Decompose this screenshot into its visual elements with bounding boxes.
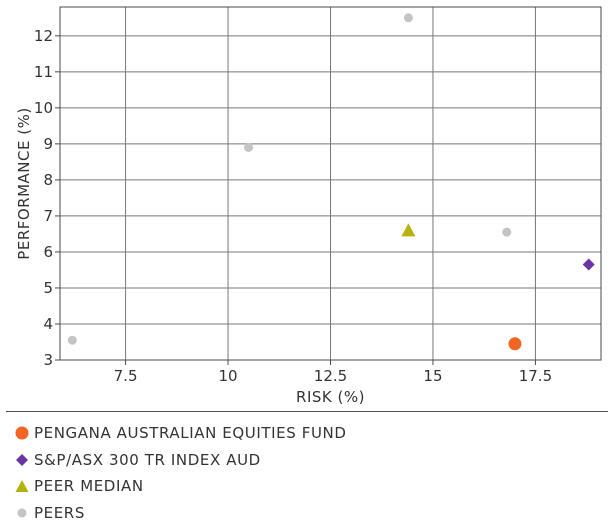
y-tick-label: 4 (43, 315, 53, 333)
y-tick-label: 11 (34, 63, 53, 81)
x-tick-label: 7.5 (114, 367, 138, 385)
legend-label-index: S&P/ASX 300 TR INDEX AUD (34, 451, 261, 469)
grid-lines (60, 7, 601, 360)
index-point (583, 259, 595, 271)
legend-item-peers: PEERS (14, 500, 604, 526)
legend-item-peer-median: PEER MEDIAN (14, 473, 604, 500)
y-tick-label: 12 (34, 27, 53, 45)
diamond-marker-icon (14, 452, 30, 468)
legend-item-fund: PENGANA AUSTRALIAN EQUITIES FUND (14, 420, 604, 447)
y-tick-label: 8 (43, 171, 53, 189)
fund-point (508, 337, 521, 350)
x-tick-label: 10 (218, 367, 237, 385)
legend-label-fund: PENGANA AUSTRALIAN EQUITIES FUND (34, 424, 347, 442)
x-tick-label: 12.5 (314, 367, 347, 385)
y-tick-label: 9 (43, 135, 53, 153)
legend-label-peers: PEERS (34, 504, 85, 522)
data-points (68, 13, 595, 350)
x-tick-label: 17.5 (519, 367, 552, 385)
legend-item-index: S&P/ASX 300 TR INDEX AUD (14, 447, 604, 474)
peer-point (502, 228, 511, 237)
peer-point (244, 143, 253, 152)
dot-marker-icon (14, 505, 30, 521)
scatter-chart: 7.5 10 12.5 15 17.5 3 4 5 6 7 8 9 10 11 12 RISK (%) PE… (0, 0, 611, 410)
x-axis-title: RISK (%) (296, 388, 365, 406)
peer-median-point (401, 223, 415, 236)
x-tick-label: 15 (423, 367, 442, 385)
peer-point (404, 13, 413, 22)
y-axis-title: PERFORMANCE (%) (15, 107, 33, 259)
y-tick-label: 6 (43, 243, 53, 261)
y-tick-label: 7 (43, 207, 53, 225)
peer-point (68, 336, 77, 345)
circle-marker-icon (14, 425, 30, 441)
y-tick-label: 10 (34, 99, 53, 117)
legend-divider (6, 411, 608, 412)
legend: PENGANA AUSTRALIAN EQUITIES FUND S&P/ASX… (14, 420, 604, 526)
axis-ticks: 7.5 10 12.5 15 17.5 3 4 5 6 7 8 9 10 11 12 (34, 27, 552, 385)
y-tick-label: 5 (43, 279, 53, 297)
y-tick-label: 3 (43, 351, 53, 369)
legend-label-peer-median: PEER MEDIAN (34, 477, 144, 495)
triangle-marker-icon (14, 478, 30, 494)
